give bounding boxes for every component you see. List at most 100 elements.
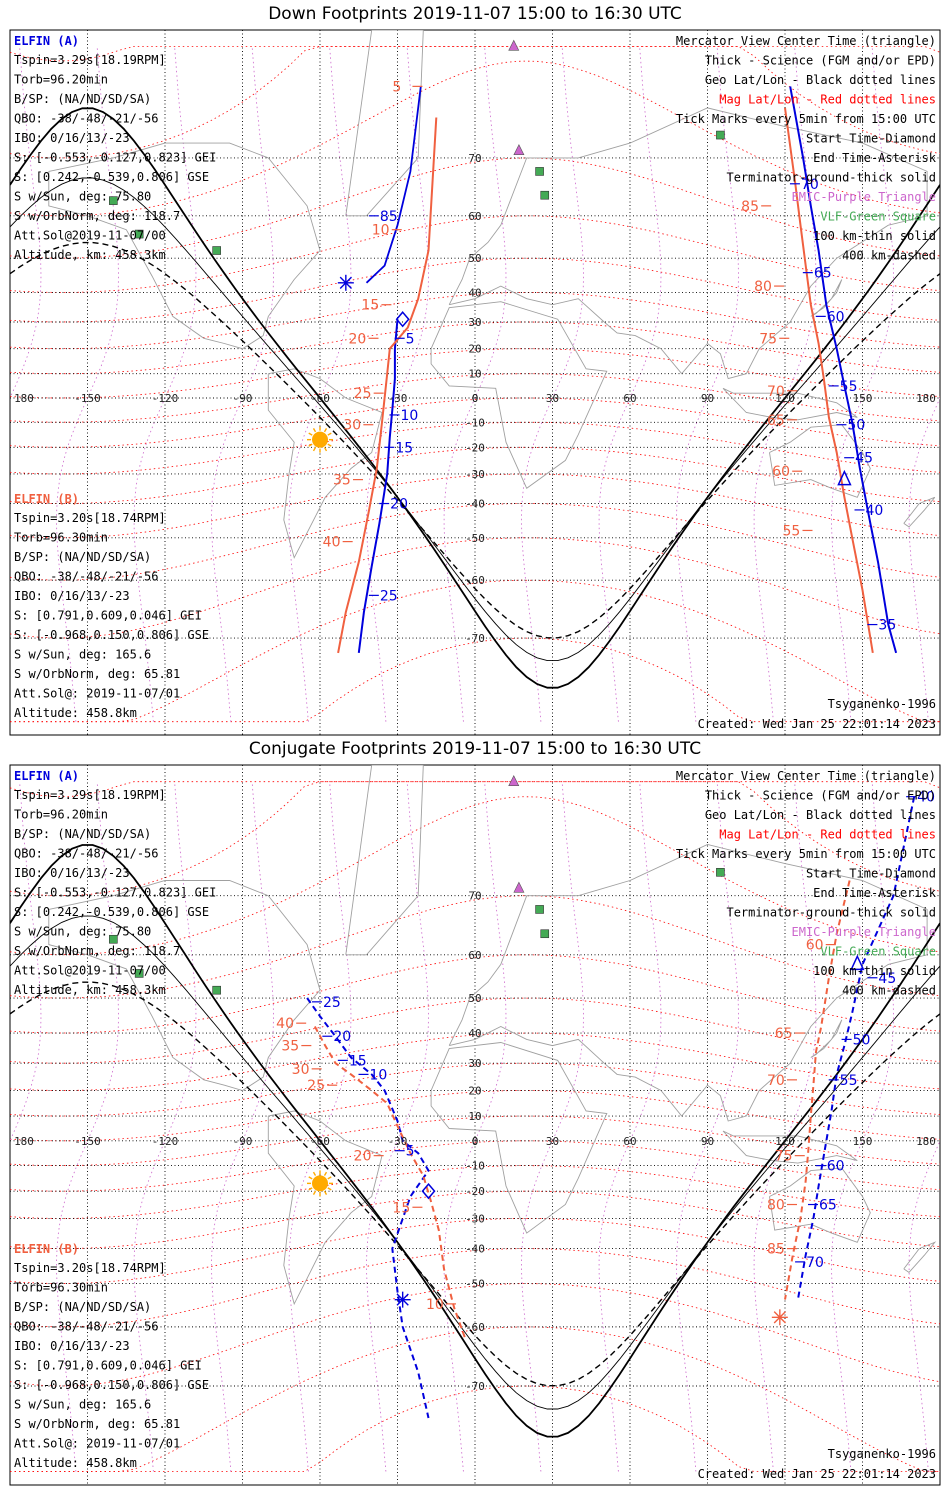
sun-ray (312, 428, 317, 433)
elfin-b-info-line: B/SP: (NA/ND/SD/SA) (14, 550, 151, 564)
elfin-a-tick-label: 65 (819, 1198, 837, 1214)
panel-title-conjugate: Conjugate Footprints 2019-11-07 15:00 to… (248, 739, 702, 759)
elfin-b-info-line: Altitude: 458.8km (14, 706, 137, 720)
lon-tick-label: -90 (233, 392, 253, 405)
mag-lon-line (831, 46, 894, 722)
elfin-a-tick-label: 10 (370, 1067, 388, 1083)
mag-lat-line (10, 1217, 940, 1285)
lat-tick-label: -70 (465, 1380, 485, 1393)
legend-line: Terminator-ground-thick solid (726, 906, 936, 920)
elfin-a-info-line: Torb=96.20min (14, 808, 108, 822)
mag-lat-line (10, 321, 940, 375)
mag-lat-line (10, 421, 940, 475)
elfin-a-info-line: B/SP: (NA/ND/SD/SA) (14, 92, 151, 106)
elfin-b-tick-label: 85 (741, 199, 759, 215)
elfin-a-tick-label: 25 (380, 588, 398, 604)
sun-ray (323, 1190, 328, 1195)
elfin-a-tick-label: 50 (847, 418, 865, 434)
lon-tick-label: 150 (853, 392, 873, 405)
vlf-square-icon (716, 867, 725, 877)
elfin-b-tick-label: 65 (775, 1026, 793, 1042)
vlf-square-icon (535, 905, 544, 914)
legend-line: 100 km-thin solid (813, 229, 936, 243)
mag-lon-line (133, 46, 197, 722)
elfin-b-title: ELFIN (B) (14, 1242, 79, 1256)
elfin-b-tick-label: 65 (767, 413, 785, 429)
lat-tick-label: -50 (465, 1278, 485, 1291)
coastline (769, 424, 871, 498)
legend-line: Thick - Science (FGM and/or EPD) (705, 789, 936, 803)
elfin-b-tick-label: 35 (333, 473, 351, 489)
elfin-a-info-line: QBO: -38/-48/-21/-56 (14, 847, 159, 861)
lat-tick-label: 0 (472, 1135, 479, 1148)
elfin-b-track (313, 1026, 466, 1338)
sun-icon (312, 1175, 328, 1192)
elfin-b-tick-label: 10 (372, 223, 390, 239)
elfin-a-tick-label: 40 (866, 503, 884, 519)
elfin-b-info-line: S w/Sun, deg: 165.6 (14, 1398, 151, 1412)
elfin-b-track (337, 117, 438, 654)
sun-ray (308, 432, 313, 436)
model-label: Tsyganenko-1996 (828, 697, 936, 711)
legend-line: Mercator View Center Time (triangle) (676, 769, 936, 783)
elfin-a-info-line: S w/OrbNorm, deg: 118.7 (14, 944, 180, 958)
mag-lat-line (10, 397, 940, 448)
lon-tick-label: 120 (775, 1135, 795, 1148)
mag-lat-line (10, 257, 940, 323)
sun-ray (323, 1171, 328, 1176)
vlf-square-icon (540, 190, 550, 200)
legend-line: 400 km-dashed (842, 249, 936, 263)
mag-lat-line (10, 1165, 940, 1219)
map-area: 2520151054045505560657040353025201510606… (10, 765, 940, 1485)
elfin-b-info-line: Tspin=3.20s[18.74RPM] (14, 1261, 166, 1275)
coastline (810, 279, 843, 317)
mag-lat-line (10, 1090, 940, 1142)
elfin-a-tick-label: 85 (380, 209, 398, 225)
legend-line: Geo Lat/Lon - Black dotted lines (705, 73, 936, 87)
lon-tick-label: 180 (916, 392, 936, 405)
coastline (48, 142, 321, 350)
legend-line: Mag Lat/Lon - Red dotted lines (719, 93, 936, 107)
elfin-a-info-line: Tspin=3.29s[18.19RPM] (14, 788, 166, 802)
lon-tick-label: 180 (14, 1135, 34, 1148)
lat-tick-label: -70 (465, 632, 485, 645)
elfin-a-info-line: Att.Sol@2019-11-07/00 (14, 229, 166, 243)
elfin-b-tick-label: 75 (775, 1149, 793, 1165)
lat-tick-label: 10 (468, 1110, 481, 1123)
lat-tick-label: 0 (472, 392, 479, 405)
terminator-100km-line (10, 915, 940, 1410)
elfin-a-track (789, 86, 898, 654)
lon-tick-label: 120 (775, 392, 795, 405)
sun-ray (327, 1187, 332, 1191)
legend-line: Thick - Science (FGM and/or EPD) (705, 54, 936, 68)
created-label: Created: Wed Jan 25 22:01:14 2023 (698, 1467, 936, 1481)
coastline (267, 368, 383, 559)
terminator-100km-line (10, 177, 940, 662)
lon-tick-label: -150 (74, 1135, 101, 1148)
lat-tick-label: 70 (468, 890, 481, 903)
vlf-square-icon (109, 196, 118, 205)
elfin-b-tick-label: 30 (343, 418, 361, 434)
elfin-b-info-line: Torb=96.30min (14, 531, 108, 545)
terminator-400km-line (10, 981, 940, 1387)
elfin-a-tick-label: 45 (855, 451, 873, 467)
elfin-a-tick-label: 5 (406, 331, 415, 347)
model-label: Tsyganenko-1996 (828, 1447, 936, 1461)
legend-line: Tick Marks every 5min from 15:00 UTC (676, 847, 936, 861)
elfin-a-tick-label: 20 (333, 1029, 351, 1045)
elfin-a-tick-label: 60 (827, 309, 845, 325)
lat-tick-label: 40 (468, 286, 481, 299)
elfin-a-tick-label: 15 (349, 1053, 367, 1069)
end-asterisk-icon (396, 1293, 409, 1306)
mag-lon-line (211, 46, 274, 722)
coastline (769, 1167, 871, 1243)
lat-tick-label: 20 (468, 343, 481, 356)
lat-tick-label: -60 (465, 574, 485, 587)
elfin-b-tick-label: 40 (323, 535, 341, 551)
lon-tick-label: 30 (546, 1135, 559, 1148)
coastline (810, 1019, 843, 1058)
elfin-b-info-line: S: [0.791,0.609,0.046] GEI (14, 1359, 202, 1373)
legend-line: EMIC-Purple Triangle (792, 925, 937, 939)
sun-ray (327, 443, 332, 447)
elfin-a-info-line: Tspin=3.29s[18.19RPM] (14, 53, 166, 67)
